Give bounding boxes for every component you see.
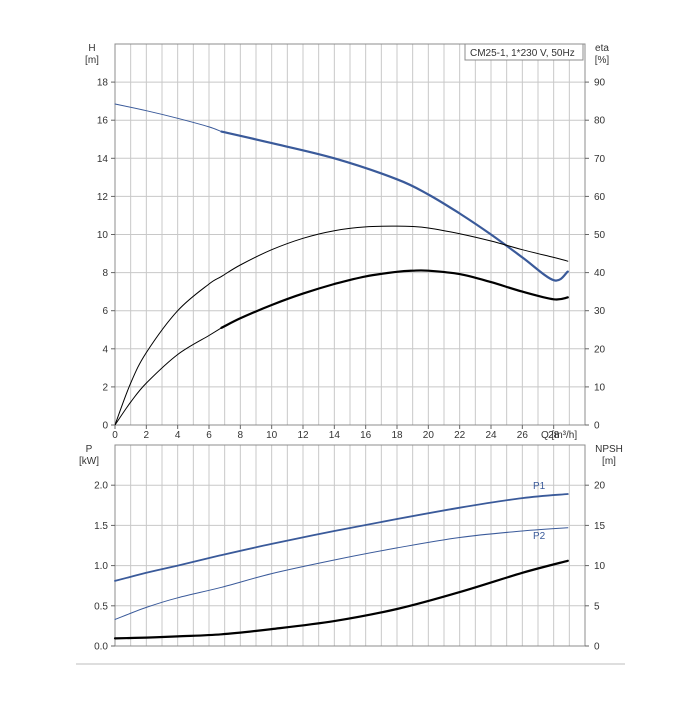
bot-series-p1-line <box>114 493 569 582</box>
top-left-tick-label: 14 <box>97 154 109 165</box>
top-x-tick-label: 10 <box>266 430 278 441</box>
p-axis-label: P <box>86 444 93 455</box>
top-series-0-line <box>114 103 222 133</box>
top-right-tick-label: 80 <box>594 116 606 127</box>
top-x-tick-label: 14 <box>329 430 341 441</box>
top-x-tick-label: 2 <box>144 430 150 441</box>
top-series-2-line <box>114 225 569 426</box>
bot-right-tick-label: 5 <box>594 601 600 612</box>
top-left-tick-label: 2 <box>102 382 108 393</box>
top-left-tick-label: 10 <box>97 230 109 241</box>
bot-left-tick-label: 2.0 <box>94 481 108 492</box>
bot-series-2-line <box>113 559 569 640</box>
top-right-tick-label: 90 <box>594 78 606 89</box>
npsh-axis-label: NPSH <box>595 444 623 455</box>
top-x-tick-label: 20 <box>423 430 435 441</box>
top-x-tick-label: 0 <box>112 430 118 441</box>
top-x-tick-label: 28 <box>548 430 560 441</box>
top-left-tick-label: 0 <box>102 421 108 432</box>
top-x-tick-label: 16 <box>360 430 372 441</box>
top-left-tick-label: 18 <box>97 78 109 89</box>
top-right-tick-label: 0 <box>594 421 600 432</box>
p2-series-label: P2 <box>533 531 546 542</box>
top-right-tick-label: 40 <box>594 268 606 279</box>
top-series-4-line <box>220 269 569 329</box>
bot-left-tick-label: 1.5 <box>94 521 108 532</box>
top-x-tick-label: 12 <box>297 430 309 441</box>
top-left-tick-label: 8 <box>102 268 108 279</box>
bottom-chart-frame <box>114 444 586 647</box>
top-right-tick-label: 60 <box>594 192 606 203</box>
bot-left-tick-label: 1.0 <box>94 561 108 572</box>
top-x-tick-label: 22 <box>454 430 466 441</box>
top-right-tick-label: 20 <box>594 344 606 355</box>
bottom-chart-ticks: 0.0 0.5 1.0 1.5 2.0 0 5 10 15 20 <box>94 481 605 653</box>
top-x-tick-label: 24 <box>485 430 497 441</box>
p-axis-unit: [kW] <box>79 456 99 467</box>
q-axis-label: Q [m³/h] <box>541 430 577 441</box>
bot-right-tick-label: 10 <box>594 561 606 572</box>
legend-box <box>464 43 584 61</box>
bot-left-tick-label: 0.5 <box>94 601 108 612</box>
top-left-tick-label: 4 <box>102 344 108 355</box>
bot-series-p2-line <box>114 527 569 620</box>
top-series-1-line <box>220 130 569 282</box>
top-chart-series <box>114 103 569 426</box>
bot-right-tick-label: 15 <box>594 521 606 532</box>
npsh-axis-unit: [m] <box>602 456 616 467</box>
eta-axis-label: eta <box>595 43 609 54</box>
top-x-tick-label: 26 <box>517 430 529 441</box>
top-x-tick-label: 8 <box>238 430 244 441</box>
top-x-tick-label: 4 <box>175 430 181 441</box>
bot-right-tick-label: 20 <box>594 481 606 492</box>
top-left-tick-label: 12 <box>97 192 109 203</box>
top-right-tick-label: 70 <box>594 154 606 165</box>
bot-right-tick-label: 0 <box>594 642 600 653</box>
bot-plot-frame <box>114 444 586 647</box>
h-axis-unit: [m] <box>85 55 99 66</box>
h-axis-label: H <box>88 43 95 54</box>
top-series-3-line <box>114 327 222 426</box>
bottom-chart-series <box>113 493 569 640</box>
top-right-tick-label: 50 <box>594 230 606 241</box>
eta-axis-unit: [%] <box>595 55 610 66</box>
chart-title: CM25-1, 1*230 V, 50Hz <box>470 48 575 59</box>
top-right-tick-label: 30 <box>594 306 606 317</box>
top-left-tick-label: 16 <box>97 116 109 127</box>
top-x-tick-label: 6 <box>206 430 212 441</box>
top-left-tick-label: 6 <box>102 306 108 317</box>
bot-left-tick-label: 0.0 <box>94 642 108 653</box>
p1-series-label: P1 <box>533 481 546 492</box>
bottom-chart-grid <box>114 445 586 647</box>
top-chart-grid <box>114 43 586 426</box>
top-right-tick-label: 10 <box>594 382 606 393</box>
top-x-tick-label: 18 <box>391 430 403 441</box>
